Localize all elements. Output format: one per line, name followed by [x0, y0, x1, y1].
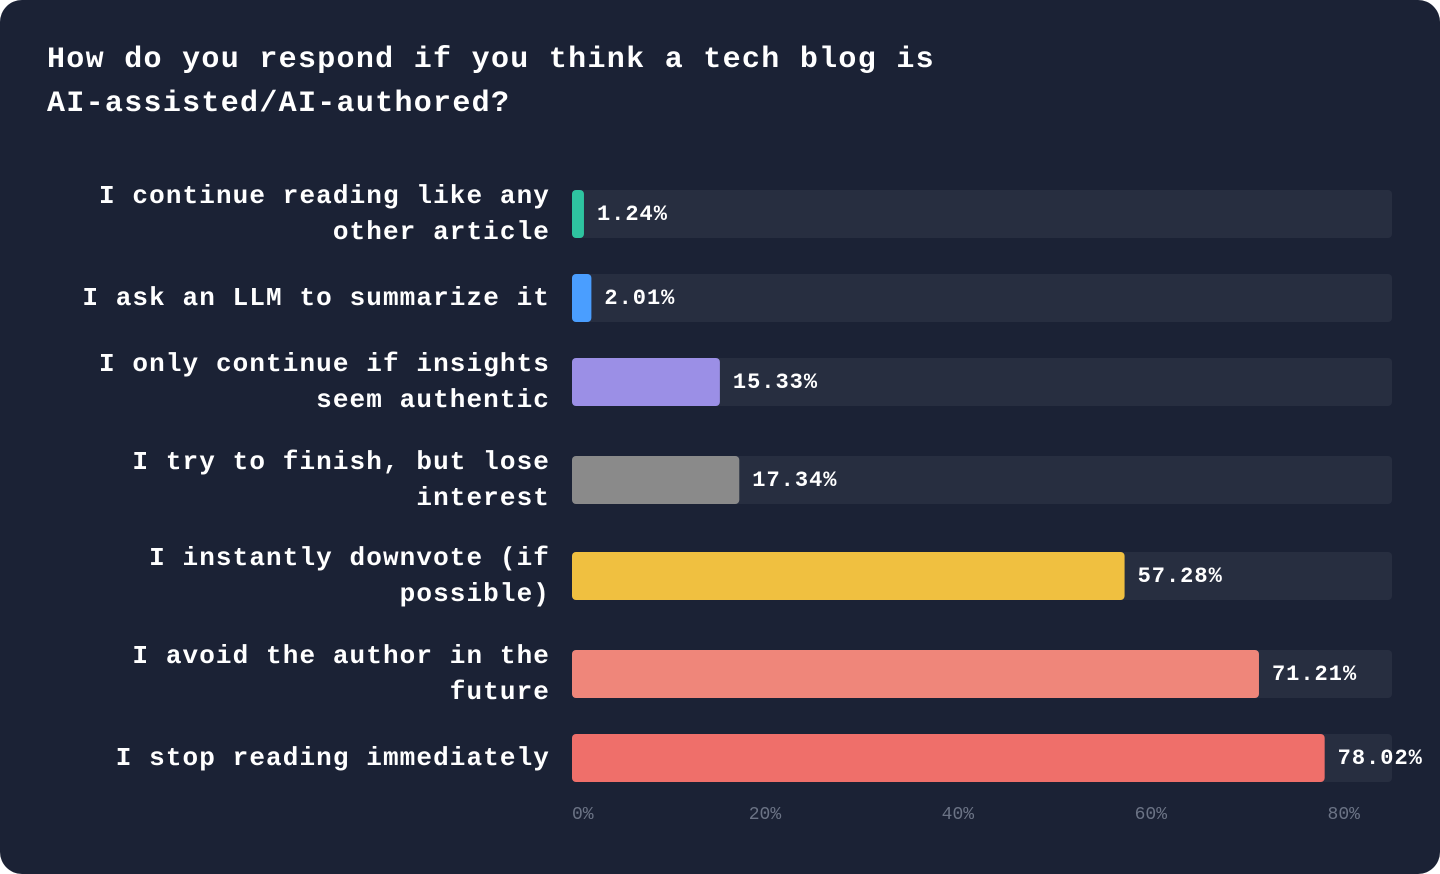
value-label: 15.33%: [733, 370, 818, 395]
value-label: 71.21%: [1272, 662, 1357, 687]
bar: [572, 358, 720, 406]
value-label: 2.01%: [604, 286, 675, 311]
category-label: I continue reading like any other articl…: [99, 181, 550, 247]
value-label: 1.24%: [597, 202, 668, 227]
chart-title: How do you respond if you think a tech b…: [47, 43, 935, 121]
bar: [572, 456, 740, 504]
value-label: 78.02%: [1338, 746, 1423, 771]
bar-track: [572, 274, 1392, 322]
category-label: I only continue if insights seem authent…: [99, 349, 550, 415]
value-label: 57.28%: [1138, 564, 1223, 589]
category-label: I try to finish, but lose interest: [132, 447, 550, 513]
value-label: 17.34%: [752, 468, 837, 493]
x-tick-label: 80%: [1328, 805, 1361, 825]
bar: [572, 274, 592, 322]
bar-track: [572, 358, 1392, 406]
bar-track: [572, 456, 1392, 504]
bar: [572, 734, 1325, 782]
bar: [572, 650, 1259, 698]
x-tick-label: 20%: [749, 805, 782, 825]
bar-track: [572, 190, 1392, 238]
category-label: I avoid the author in the future: [132, 641, 550, 707]
bar: [572, 190, 584, 238]
x-tick-label: 60%: [1135, 805, 1168, 825]
bar: [572, 552, 1125, 600]
x-tick-label: 40%: [942, 805, 975, 825]
category-label: I stop reading immediately: [115, 743, 550, 773]
x-tick-label: 0%: [572, 805, 594, 825]
category-label: I instantly downvote (if possible): [149, 543, 550, 609]
category-label: I ask an LLM to summarize it: [82, 283, 550, 313]
